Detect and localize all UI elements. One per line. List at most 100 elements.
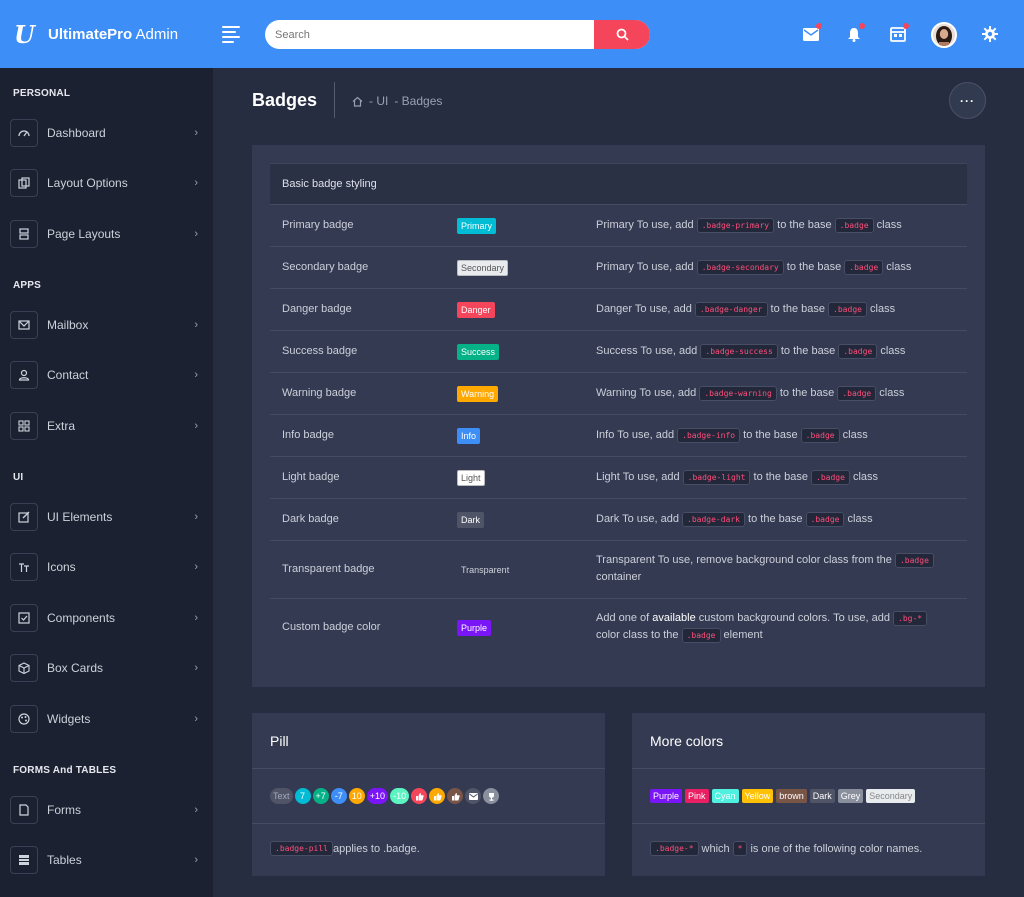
- notification-dot: [816, 23, 822, 29]
- badge-warning: Warning: [457, 386, 499, 402]
- divider: [632, 768, 985, 769]
- pill-badge: +7: [312, 788, 329, 804]
- sidebar-item-icons[interactable]: Icons ›: [10, 552, 205, 582]
- breadcrumb-badges: - Badges: [394, 94, 443, 108]
- brand-name: UltimatePro Admin: [48, 25, 179, 43]
- speedometer-icon: [10, 119, 38, 147]
- badge-description: Primary To use, add .badge-secondary to …: [596, 260, 912, 275]
- table-icon: [10, 846, 38, 874]
- color-tag-dark: Dark: [809, 789, 835, 803]
- sidebar-item-dashboard[interactable]: Dashboard ›: [10, 118, 205, 148]
- home-icon[interactable]: [352, 96, 363, 107]
- badge-secondary: Secondary: [457, 260, 509, 276]
- chevron-right-icon: ›: [194, 561, 198, 573]
- color-tag-pink: Pink: [685, 789, 709, 803]
- sidebar-item-widgets[interactable]: Widgets ›: [10, 704, 205, 734]
- pill-badge: Text: [270, 788, 293, 804]
- sidebar-item-contact[interactable]: Contact ›: [10, 360, 205, 390]
- search-input[interactable]: [265, 20, 594, 49]
- avatar[interactable]: [931, 22, 957, 48]
- table-header: Basic badge styling: [270, 163, 967, 205]
- thumbs-up-icon: [429, 788, 446, 804]
- badge-name: Info badge: [282, 429, 334, 441]
- search-bar: [265, 20, 650, 49]
- badge-light: Light: [457, 470, 485, 486]
- color-tag-secondary: Secondary: [866, 789, 916, 803]
- section-apps: APPS: [13, 280, 42, 291]
- table-row: Primary badge Primary Primary To use, add …: [270, 205, 967, 247]
- divider: [252, 768, 605, 769]
- badges-table-card: Basic badge styling Primary badge Primary…: [252, 145, 985, 687]
- search-button[interactable]: [594, 20, 650, 49]
- brand[interactable]: U UltimatePro Admin: [0, 0, 213, 68]
- badge-danger: Danger: [457, 302, 495, 318]
- breadcrumb-ui[interactable]: - UI: [369, 94, 389, 108]
- badge-name: Danger badge: [282, 303, 352, 315]
- sidebar-item-layout-options[interactable]: Layout Options ›: [10, 168, 205, 198]
- chevron-right-icon: ›: [194, 228, 198, 240]
- notification-dot: [859, 23, 865, 29]
- color-tag-purple: Purple: [650, 789, 683, 803]
- mail-icon: [465, 788, 482, 804]
- badge-info: Info: [457, 428, 481, 444]
- badge-success: Success: [457, 344, 500, 360]
- text-icon: [10, 553, 38, 581]
- badge-name: Transparent badge: [282, 563, 375, 575]
- sidebar-item-ui-elements[interactable]: UI Elements ›: [10, 502, 205, 532]
- sidebar-item-mailbox[interactable]: Mailbox ›: [10, 310, 205, 340]
- chevron-right-icon: ›: [194, 662, 198, 674]
- pill-badge: -7: [330, 788, 347, 804]
- sidebar-item-extra[interactable]: Extra ›: [10, 411, 205, 441]
- chevron-right-icon: ›: [194, 854, 198, 866]
- badge-name: Light badge: [282, 471, 340, 483]
- thumbs-up-icon: [447, 788, 464, 804]
- gear-icon[interactable]: [980, 24, 1000, 44]
- table-row: Secondary badge Secondary Primary To use, …: [270, 247, 967, 289]
- table-row: Danger badge Danger Danger To use, add .ba…: [270, 289, 967, 331]
- copy-icon: [10, 169, 38, 197]
- pill-badge: -10: [390, 788, 410, 804]
- checkbox-icon: [10, 604, 38, 632]
- chevron-right-icon: ›: [194, 319, 198, 331]
- top-header: U UltimatePro Admin: [0, 0, 1024, 68]
- table-row: Warning badge Warning Warning To use, add …: [270, 373, 967, 415]
- bell-icon[interactable]: [844, 23, 865, 44]
- sidebar: PERSONAL Dashboard › Layout Options › Page…: [0, 68, 213, 897]
- mail-icon[interactable]: [801, 23, 822, 44]
- card-title: Pill: [270, 733, 289, 749]
- color-tag-grey: Grey: [837, 789, 864, 803]
- sidebar-item-label: Extra: [47, 419, 76, 433]
- pill-badge: 10: [348, 788, 365, 804]
- sidebar-item-components[interactable]: Components ›: [10, 603, 205, 633]
- color-tag-list: Purple Pink Cyan Yellow brown Dark Grey Seconda…: [650, 789, 918, 803]
- badge-description: Success To use, add .badge-success to th…: [596, 344, 906, 359]
- badge-name: Secondary badge: [282, 261, 369, 273]
- sidebar-item-label: Tables: [47, 853, 82, 867]
- menu-icon[interactable]: [222, 26, 240, 43]
- table-row: Success badge Success Success To use, add …: [270, 331, 967, 373]
- sidebar-item-label: Widgets: [47, 712, 91, 726]
- calendar-icon[interactable]: [888, 23, 909, 44]
- color-tag-yellow: Yellow: [741, 789, 774, 803]
- sidebar-item-box-cards[interactable]: Box Cards ›: [10, 653, 205, 683]
- badge-purple: Purple: [457, 620, 492, 636]
- badge-description: Info To use, add .badge-info to the base…: [596, 428, 868, 443]
- notification-dot: [903, 23, 909, 29]
- table-row-transparent: Transparent badge Transparent Transparen…: [270, 541, 967, 599]
- badge-description: Dark To use, add .badge-dark to the base…: [596, 512, 873, 527]
- sidebar-item-forms[interactable]: Forms ›: [10, 795, 205, 825]
- sidebar-item-page-layouts[interactable]: Page Layouts ›: [10, 219, 205, 249]
- chevron-right-icon: ›: [194, 713, 198, 725]
- colors-note: .badge-* which * is one of the following…: [650, 841, 922, 856]
- title-divider: [334, 82, 335, 118]
- section-ui: UI: [13, 472, 24, 483]
- badge-name: Custom badge color: [282, 621, 381, 633]
- sidebar-item-tables[interactable]: Tables ›: [10, 845, 205, 875]
- badge-description: Add one of available custom background c…: [596, 610, 956, 644]
- color-tag-cyan: Cyan: [711, 789, 739, 803]
- more-button[interactable]: ···: [949, 82, 986, 119]
- chevron-right-icon: ›: [194, 804, 198, 816]
- badge-description: Warning To use, add .badge-warning to th…: [596, 386, 905, 401]
- badge-primary: Primary: [457, 218, 496, 234]
- table-row: Info badge Info Info To use, add .badge-in…: [270, 415, 967, 457]
